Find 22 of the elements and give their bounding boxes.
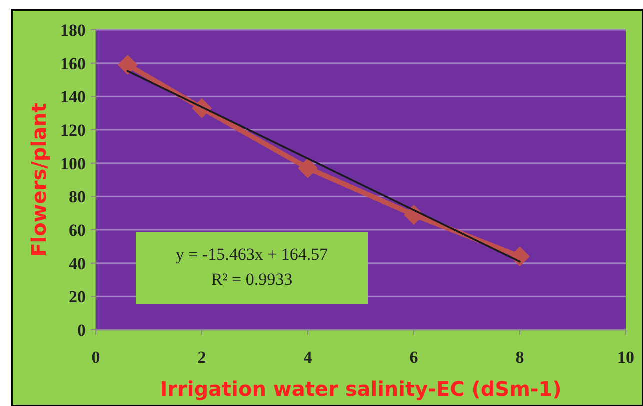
y-tick-label: 180: [60, 21, 86, 40]
y-tick-label: 140: [60, 88, 86, 107]
y-axis-title: Flowers/plant: [27, 102, 51, 257]
y-tick-label: 120: [60, 121, 86, 140]
y-tick-label: 80: [69, 188, 86, 207]
y-tick-label: 60: [69, 221, 86, 240]
x-tick-label: 4: [304, 348, 313, 367]
point: [298, 158, 318, 178]
x-axis-title: Irrigation water salinity-EC (dSm-1): [160, 377, 562, 401]
x-tick-label: 8: [516, 348, 524, 367]
x-tick-label: 10: [618, 348, 634, 367]
annotation: y = -15.463x + 164.57 R² = 0.9933: [176, 245, 329, 289]
y-tick-label: 0: [78, 321, 86, 340]
y-tick-label: 100: [60, 154, 86, 174]
x-tick-label: 6: [410, 348, 418, 367]
point: [118, 55, 138, 75]
x-tick-label: 2: [198, 348, 206, 367]
y-tick-label: 160: [60, 54, 86, 74]
y-tick-label: 20: [69, 288, 86, 307]
point: [510, 246, 530, 267]
y-tick-label: 40: [69, 254, 86, 274]
x-tick-label: 0: [92, 348, 100, 367]
